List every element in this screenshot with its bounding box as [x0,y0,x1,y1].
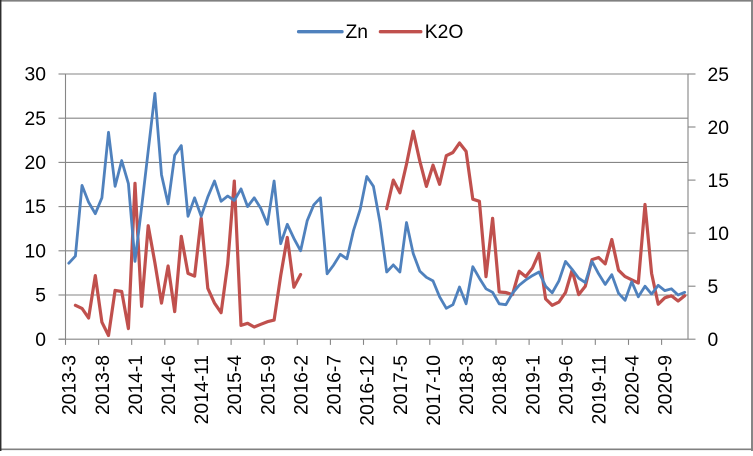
svg-text:2013-3: 2013-3 [60,355,81,415]
svg-text:2016-12: 2016-12 [358,355,379,426]
svg-text:2019-6: 2019-6 [556,355,577,415]
svg-text:2020-4: 2020-4 [623,355,644,415]
svg-text:2019-11: 2019-11 [590,355,611,424]
svg-text:20: 20 [708,118,729,139]
svg-text:2016-7: 2016-7 [325,355,346,415]
svg-text:2015-9: 2015-9 [258,355,279,415]
svg-text:25: 25 [708,65,729,86]
svg-text:2017-5: 2017-5 [391,355,412,415]
svg-text:20: 20 [25,153,46,174]
svg-text:2018-3: 2018-3 [457,355,478,415]
svg-text:15: 15 [25,197,46,218]
svg-text:K2O: K2O [425,22,464,43]
svg-text:2018-8: 2018-8 [490,355,511,415]
svg-text:2014-6: 2014-6 [159,355,180,415]
svg-text:2014-1: 2014-1 [126,355,147,415]
svg-text:10: 10 [25,241,46,262]
svg-text:2019-1: 2019-1 [523,355,544,415]
svg-text:2013-8: 2013-8 [93,355,114,415]
svg-text:10: 10 [708,224,729,245]
svg-text:0: 0 [35,330,46,351]
svg-text:2017-10: 2017-10 [424,355,445,426]
svg-text:0: 0 [708,330,719,351]
svg-text:5: 5 [35,286,46,307]
svg-text:15: 15 [708,171,729,192]
svg-text:2016-2: 2016-2 [292,355,313,415]
svg-text:5: 5 [708,277,719,298]
svg-text:2014-11: 2014-11 [192,355,213,424]
svg-text:25: 25 [25,109,46,130]
svg-text:2020-9: 2020-9 [656,355,677,415]
svg-text:Zn: Zn [346,22,369,43]
svg-text:2015-4: 2015-4 [225,355,246,415]
svg-text:30: 30 [25,65,46,86]
